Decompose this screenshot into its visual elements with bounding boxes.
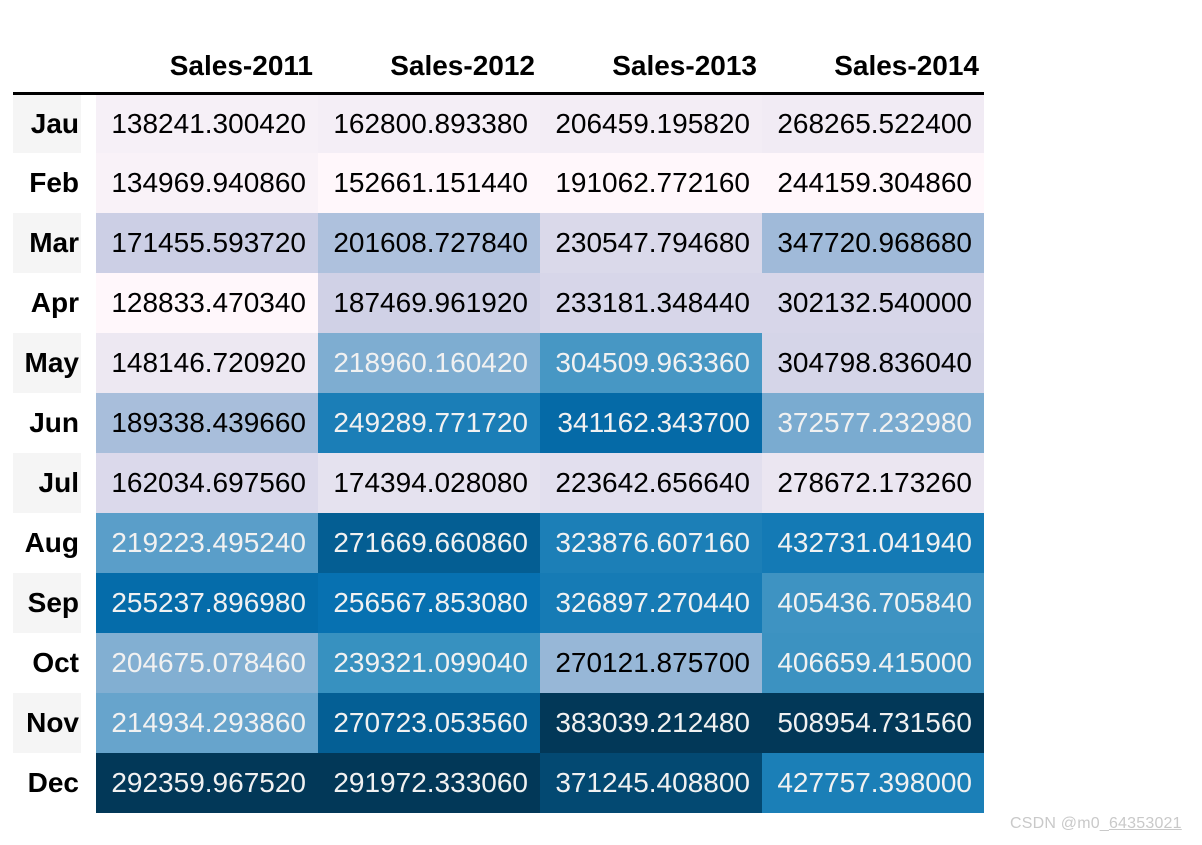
table-body: Jau 138241.300420 162800.893380 206459.1958…: [13, 93, 984, 813]
heatmap-cell: 206459.195820: [540, 93, 762, 153]
header-row: Sales-2011 Sales-2012 Sales-2013 Sales-2014: [13, 40, 984, 93]
table-row: May 148146.720920 218960.160420 304509.9633…: [13, 333, 984, 393]
heatmap-cell: 239321.099040: [318, 633, 540, 693]
row-label: Nov: [13, 693, 81, 753]
heatmap-cell: 271669.660860: [318, 513, 540, 573]
heatmap-cell: 174394.028080: [318, 453, 540, 513]
heatmap-cell: 278672.173260: [762, 453, 984, 513]
heatmap-cell: 270723.053560: [318, 693, 540, 753]
row-gap-spacer: [81, 273, 96, 333]
row-gap-spacer: [81, 333, 96, 393]
heatmap-cell: 128833.470340: [96, 273, 318, 333]
header-gap-spacer: [81, 40, 96, 93]
row-gap-spacer: [81, 573, 96, 633]
heatmap-cell: 432731.041940: [762, 513, 984, 573]
heatmap-cell: 189338.439660: [96, 393, 318, 453]
table-row: Feb 134969.940860 152661.151440 191062.7721…: [13, 153, 984, 213]
heatmap-cell: 405436.705840: [762, 573, 984, 633]
row-label: Jun: [29, 407, 79, 438]
watermark-user-id: 64353021: [1108, 815, 1182, 832]
heatmap-cell: 201608.727840: [318, 213, 540, 273]
heatmap-cell: 323876.607160: [540, 513, 762, 573]
row-gap-spacer: [81, 213, 96, 273]
heatmap-cell: 268265.522400: [762, 93, 984, 153]
column-header: Sales-2014: [834, 49, 979, 81]
row-label: Mar: [13, 213, 81, 273]
table-row: Nov 214934.293860 270723.053560 383039.2124…: [13, 693, 984, 753]
column-header: Sales-2011: [169, 49, 313, 81]
heatmap-cell: 304509.963360: [540, 333, 762, 393]
heatmap-cell: 162034.697560: [96, 453, 318, 513]
heatmap-cell: 302132.540000: [762, 273, 984, 333]
row-label: May: [13, 333, 81, 393]
heatmap-cell: 372577.232980: [762, 393, 984, 453]
heatmap-cell: 249289.771720: [318, 393, 540, 453]
heatmap-cell: 171455.593720: [96, 213, 318, 273]
heatmap-cell: 204675.078460: [96, 633, 318, 693]
heatmap-cell: 291972.333060: [318, 753, 540, 813]
row-label: Apr: [30, 287, 79, 318]
heatmap-cell: 219223.495240: [96, 513, 318, 573]
blank-index-header: [13, 40, 81, 93]
heatmap-cell: 191062.772160: [540, 153, 762, 213]
row-gap-spacer: [81, 693, 96, 753]
row-label: Aug: [24, 527, 79, 558]
table-row: Jun 189338.439660 249289.771720 341162.3437…: [13, 393, 984, 453]
watermark-prefix: CSDN @m0_: [1010, 815, 1109, 832]
heatmap-cell: 214934.293860: [96, 693, 318, 753]
row-label: Feb: [29, 167, 79, 198]
heatmap-cell: 383039.212480: [540, 693, 762, 753]
table-row: Dec 292359.967520 291972.333060 371245.4088…: [13, 753, 984, 813]
row-label: Jau: [13, 93, 81, 153]
heatmap-cell: 134969.940860: [96, 153, 318, 213]
heatmap-cell: 230547.794680: [540, 213, 762, 273]
heatmap-cell: 223642.656640: [540, 453, 762, 513]
heatmap-cell: 255237.896980: [96, 573, 318, 633]
table-row: Jau 138241.300420 162800.893380 206459.1958…: [13, 93, 984, 153]
row-label: Jul: [13, 453, 81, 513]
row-gap-spacer: [81, 513, 96, 573]
table-row: Apr 128833.470340 187469.961920 233181.3484…: [13, 273, 984, 333]
csdn-watermark: CSDN @m0_64353021: [1010, 815, 1182, 833]
heatmap-cell: 427757.398000: [762, 753, 984, 813]
heatmap-cell: 138241.300420: [96, 93, 318, 153]
table-row: Mar 171455.593720 201608.727840 230547.7946…: [13, 213, 984, 273]
heatmap-cell: 292359.967520: [96, 753, 318, 813]
heatmap-cell: 341162.343700: [540, 393, 762, 453]
heatmap-cell: 326897.270440: [540, 573, 762, 633]
row-gap-spacer: [81, 453, 96, 513]
table-head: Sales-2011 Sales-2012 Sales-2013 Sales-2014: [13, 40, 984, 93]
table-row: Sep 255237.896980 256567.853080 326897.2704…: [13, 573, 984, 633]
heatmap-cell: 406659.415000: [762, 633, 984, 693]
row-gap-spacer: [81, 753, 96, 813]
heatmap-cell: 256567.853080: [318, 573, 540, 633]
row-label: Dec: [27, 767, 79, 798]
heatmap-cell: 218960.160420: [318, 333, 540, 393]
column-header: Sales-2013: [612, 49, 757, 81]
heatmap-cell: 270121.875700: [540, 633, 762, 693]
heatmap-cell: 371245.408800: [540, 753, 762, 813]
heatmap-cell: 347720.968680: [762, 213, 984, 273]
row-gap-spacer: [81, 633, 96, 693]
heatmap-cell: 244159.304860: [762, 153, 984, 213]
row-label: Oct: [32, 647, 79, 678]
heatmap-cell: 187469.961920: [318, 273, 540, 333]
row-gap-spacer: [81, 93, 96, 153]
column-header: Sales-2012: [390, 49, 535, 81]
heatmap-cell: 148146.720920: [96, 333, 318, 393]
row-gap-spacer: [81, 153, 96, 213]
table-row: Oct 204675.078460 239321.099040 270121.8757…: [13, 633, 984, 693]
heatmap-cell: 162800.893380: [318, 93, 540, 153]
heatmap-cell: 508954.731560: [762, 693, 984, 753]
row-label: Sep: [13, 573, 81, 633]
row-gap-spacer: [81, 393, 96, 453]
heatmap-cell: 152661.151440: [318, 153, 540, 213]
table-row: Jul 162034.697560 174394.028080 223642.6566…: [13, 453, 984, 513]
heatmap-cell: 304798.836040: [762, 333, 984, 393]
table-row: Aug 219223.495240 271669.660860 323876.6071…: [13, 513, 984, 573]
heatmap-cell: 233181.348440: [540, 273, 762, 333]
sales-heatmap-table: Sales-2011 Sales-2012 Sales-2013 Sales-2014…: [13, 40, 984, 813]
